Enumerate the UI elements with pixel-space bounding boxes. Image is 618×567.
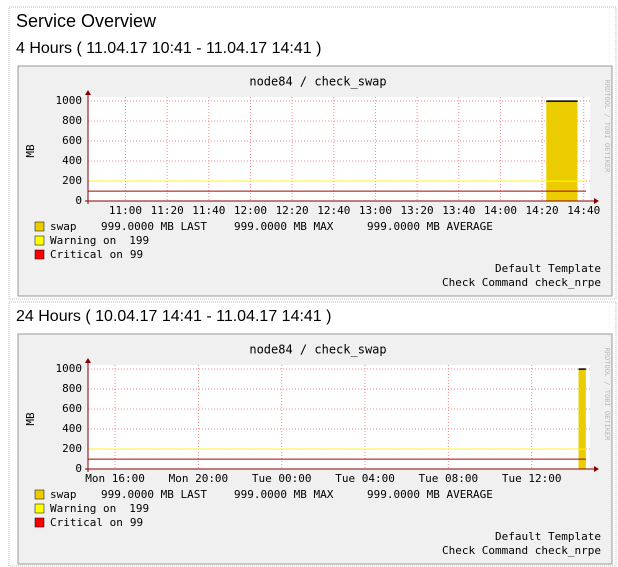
- y-tick-label: 400: [62, 422, 82, 435]
- y-axis-label: MB: [24, 412, 37, 426]
- footer-text: Default Template: [495, 530, 601, 543]
- legend-value: 99: [130, 516, 143, 529]
- area: [578, 369, 586, 469]
- legend-label: Warning on: [50, 502, 116, 515]
- legend-swatch: [34, 221, 45, 232]
- legend-stat: 999.0000 MB LAST: [101, 488, 207, 501]
- x-tick-label: 13:40: [442, 204, 475, 217]
- y-tick-label: 1000: [56, 94, 83, 107]
- plot-area: [88, 97, 590, 201]
- page-title: Service Overview: [16, 11, 157, 31]
- x-axis-arrow: [594, 466, 599, 472]
- section-title: 24 Hours ( 10.04.17 14:41 - 11.04.17 14:…: [16, 308, 331, 325]
- footer-text: Check Command check_nrpe: [442, 544, 601, 557]
- x-tick-label: Tue 04:00: [335, 472, 395, 485]
- legend-swatch: [34, 489, 45, 500]
- x-tick-label: 13:20: [401, 204, 434, 217]
- legend-swatch: [34, 235, 45, 246]
- legend-swatch: [34, 517, 45, 528]
- legend-label: Warning on: [50, 234, 116, 247]
- x-tick-label: 11:20: [151, 204, 184, 217]
- legend-swatch: [34, 503, 45, 514]
- y-tick-label: 200: [62, 174, 82, 187]
- legend-stat: 999.0000 MB AVERAGE: [367, 220, 493, 233]
- legend-label: Critical on: [50, 516, 123, 529]
- legend-label: swap: [50, 488, 77, 501]
- x-tick-label: 13:00: [359, 204, 392, 217]
- x-tick-label: 14:40: [567, 204, 600, 217]
- section-frame: [8, 301, 617, 567]
- legend-label: swap: [50, 220, 77, 233]
- x-tick-label: 12:40: [317, 204, 350, 217]
- area: [546, 101, 578, 201]
- plot-area: [88, 365, 590, 469]
- section-title: 4 Hours ( 11.04.17 10:41 - 11.04.17 14:4…: [16, 40, 321, 57]
- legend-value: 199: [129, 234, 149, 247]
- x-tick-label: 14:00: [484, 204, 517, 217]
- chart-title: node84 / check_swap: [249, 75, 386, 89]
- x-tick-label: 11:00: [109, 204, 142, 217]
- x-tick-label: Tue 00:00: [252, 472, 312, 485]
- x-tick-label: Mon 20:00: [169, 472, 229, 485]
- legend-stat: 999.0000 MB MAX: [234, 220, 334, 233]
- legend-stat: 999.0000 MB LAST: [101, 220, 207, 233]
- legend-stat: 999.0000 MB AVERAGE: [367, 488, 493, 501]
- x-tick-label: 12:00: [234, 204, 267, 217]
- y-tick-label: 1000: [56, 362, 83, 375]
- chart-title: node84 / check_swap: [249, 343, 386, 357]
- x-tick-label: 14:20: [526, 204, 559, 217]
- legend-stat: 999.0000 MB MAX: [234, 488, 334, 501]
- y-axis-label: MB: [24, 144, 37, 158]
- y-axis-arrow: [85, 90, 91, 95]
- y-tick-label: 400: [62, 154, 82, 167]
- y-tick-label: 0: [75, 462, 82, 475]
- x-tick-label: Mon 16:00: [85, 472, 145, 485]
- footer-text: Default Template: [495, 262, 601, 275]
- y-tick-label: 0: [75, 194, 82, 207]
- x-tick-label: Tue 12:00: [502, 472, 562, 485]
- x-tick-label: 11:40: [192, 204, 225, 217]
- footer-text: Check Command check_nrpe: [442, 276, 601, 289]
- y-tick-label: 800: [62, 114, 82, 127]
- y-tick-label: 200: [62, 442, 82, 455]
- watermark: RRDTOOL / TOBI OETIKER: [603, 348, 611, 442]
- y-tick-label: 600: [62, 402, 82, 415]
- y-tick-label: 800: [62, 382, 82, 395]
- legend-label: Critical on: [50, 248, 123, 261]
- x-axis-arrow: [594, 198, 599, 204]
- legend-value: 99: [130, 248, 143, 261]
- watermark: RRDTOOL / TOBI OETIKER: [603, 80, 611, 174]
- legend-swatch: [34, 249, 45, 260]
- x-tick-label: Tue 08:00: [419, 472, 479, 485]
- section-frame: [8, 6, 617, 300]
- y-tick-label: 600: [62, 134, 82, 147]
- legend-value: 199: [129, 502, 149, 515]
- x-tick-label: 12:20: [276, 204, 309, 217]
- y-axis-arrow: [85, 358, 91, 363]
